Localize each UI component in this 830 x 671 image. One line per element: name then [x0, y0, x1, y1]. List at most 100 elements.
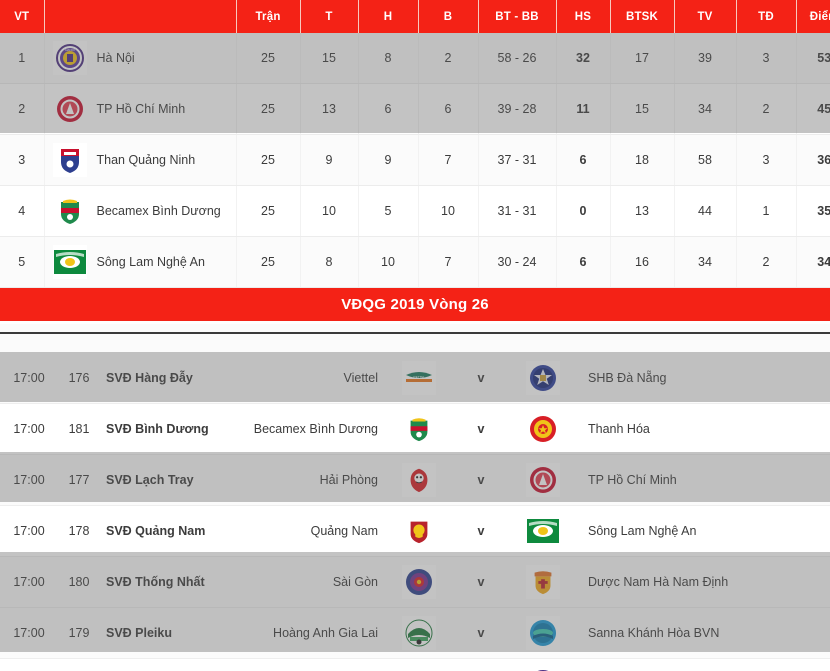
match-time: 17:00: [0, 607, 58, 659]
match-time: 17:00: [0, 556, 58, 608]
standings-header: VT Trận T H B BT - BB HS BTSK TV TĐ Điểm: [0, 0, 830, 33]
stadium-name: SVĐ Quảng Nam: [100, 505, 252, 557]
match-time: 17:00: [0, 353, 58, 404]
column-header-team: [44, 0, 237, 33]
wins: 15: [300, 33, 359, 84]
wins: 13: [300, 83, 359, 135]
thanh-hoa-logo-icon: [526, 412, 560, 446]
list-item[interactable]: 17:00 178 SVĐ Quảng Nam Quảng Nam v: [0, 505, 830, 557]
home-team-name: Becamex Bình Dương: [252, 403, 388, 455]
team-name: Hà Nội: [96, 51, 135, 65]
column-header-vt[interactable]: VT: [0, 0, 45, 33]
team-name: Than Quảng Ninh: [96, 153, 196, 167]
wins: 10: [300, 185, 359, 237]
home-team-name: Viettel: [252, 353, 388, 404]
points-value: 45: [796, 83, 830, 135]
column-header-diem[interactable]: Điểm: [796, 0, 830, 33]
table-row[interactable]: 3 Than Quảng Ninh: [0, 134, 830, 186]
list-item[interactable]: 17:00 179 SVĐ Pleiku Hoàng Anh Gia Lai v: [0, 607, 830, 659]
column-header-t[interactable]: T: [300, 0, 359, 33]
column-header-td[interactable]: TĐ: [736, 0, 797, 33]
away-team-logo-cell: [512, 353, 574, 404]
versus-separator: v: [450, 353, 512, 404]
team-cell[interactable]: HANOI Hà Nội: [44, 33, 237, 84]
away-team-logo-cell: [512, 505, 574, 557]
points-value: 34: [796, 236, 830, 288]
points-value: 53: [796, 33, 830, 84]
table-row[interactable]: 5 Sông Lam Nghệ An: [0, 236, 830, 288]
song-lam-nghe-an-logo-icon: [526, 514, 560, 548]
column-header-btsk[interactable]: BTSK: [610, 0, 675, 33]
stadium-name: SVĐ Hàng Đẫy: [100, 353, 252, 404]
team-cell[interactable]: TP Hồ Chí Minh: [44, 83, 237, 135]
goal-difference: 32: [556, 33, 611, 84]
goal-difference: 6: [556, 134, 611, 186]
home-team-logo-cell: VIETTEL: [388, 353, 450, 404]
nam-dinh-logo-icon: [526, 565, 560, 599]
column-header-b[interactable]: B: [418, 0, 479, 33]
td-value: 1: [736, 185, 797, 237]
rank-value: 4: [0, 185, 45, 237]
td-value: 2: [736, 83, 797, 135]
becamex-binh-duong-logo-icon: [52, 194, 87, 228]
list-item[interactable]: 17:00 177 SVĐ Lạch Tray Hải Phòng: [0, 454, 830, 506]
column-header-h[interactable]: H: [358, 0, 419, 33]
losses: 7: [418, 236, 479, 288]
match-number: 180: [58, 556, 100, 608]
team-cell[interactable]: Sông Lam Nghệ An: [44, 236, 237, 288]
tv-value: 44: [674, 185, 737, 237]
goal-difference: 6: [556, 236, 611, 288]
list-item[interactable]: 17:00 180 SVĐ Thống Nhất Sài Gòn v: [0, 556, 830, 608]
home-team-name: Hải Phòng: [252, 454, 388, 506]
versus-separator: v: [450, 607, 512, 659]
hoang-anh-gia-lai-logo-icon: [402, 616, 436, 650]
standings-table: VT Trận T H B BT - BB HS BTSK TV TĐ Điểm…: [0, 0, 830, 288]
versus-separator: v: [450, 454, 512, 506]
stadium-name: SVĐ Thống Nhất: [100, 556, 252, 608]
table-row[interactable]: 2 TP Hồ Chí Minh: [0, 83, 830, 135]
td-value: 3: [736, 33, 797, 84]
standings-header-row: VT Trận T H B BT - BB HS BTSK TV TĐ Điểm: [0, 0, 830, 33]
column-header-hs[interactable]: HS: [556, 0, 611, 33]
away-team-name: Sanna Khánh Hòa BVN: [574, 607, 830, 659]
match-number: 182: [58, 658, 100, 671]
versus-separator: v: [450, 505, 512, 557]
table-row[interactable]: 1 HANOI Hà Nội: [0, 33, 830, 84]
home-team-name: Sài Gòn: [252, 556, 388, 608]
match-number: 178: [58, 505, 100, 557]
home-team-logo-cell: [388, 556, 450, 608]
fixtures-body: 17:00 176 SVĐ Hàng Đẫy Viettel VIETTEL v: [0, 353, 830, 671]
column-header-tv[interactable]: TV: [674, 0, 737, 33]
team-cell[interactable]: Becamex Bình Dương: [44, 185, 237, 237]
column-header-bt-bb[interactable]: BT - BB: [478, 0, 557, 33]
td-value: 2: [736, 236, 797, 288]
versus-separator: v: [450, 658, 512, 671]
versus-separator: v: [450, 403, 512, 455]
away-team-name: SHB Đà Nẵng: [574, 353, 830, 404]
tv-value: 39: [674, 33, 737, 84]
tp-ho-chi-minh-logo-icon: [526, 463, 560, 497]
list-item[interactable]: 17:00 182 SVĐ Cửa Ông Than Quảng Ninh: [0, 658, 830, 671]
section-divider: [0, 332, 830, 334]
fixtures-top-spacer: [0, 334, 830, 353]
team-name: Becamex Bình Dương: [96, 204, 221, 218]
btsk-value: 13: [610, 185, 675, 237]
list-item[interactable]: 17:00 176 SVĐ Hàng Đẫy Viettel VIETTEL v: [0, 353, 830, 404]
svg-text:HANOI: HANOI: [65, 48, 75, 52]
column-header-tran[interactable]: Trận: [236, 0, 301, 33]
away-team-name: Dược Nam Hà Nam Định: [574, 556, 830, 608]
draws: 8: [358, 33, 419, 84]
list-item[interactable]: 17:00 181 SVĐ Bình Dương Becamex Bình Dư…: [0, 403, 830, 455]
goals-for-against: 31 - 31: [478, 185, 557, 237]
match-number: 179: [58, 607, 100, 659]
match-time: 17:00: [0, 403, 58, 455]
svg-text:VIETTEL: VIETTEL: [413, 375, 426, 379]
team-cell[interactable]: Than Quảng Ninh: [44, 134, 237, 186]
match-number: 177: [58, 454, 100, 506]
round-banner: VĐQG 2019 Vòng 26: [0, 288, 830, 321]
goals-for-against: 30 - 24: [478, 236, 557, 288]
tv-value: 34: [674, 236, 737, 288]
table-row[interactable]: 4 Becamex Bình Dương: [0, 185, 830, 237]
stadium-name: SVĐ Lạch Tray: [100, 454, 252, 506]
